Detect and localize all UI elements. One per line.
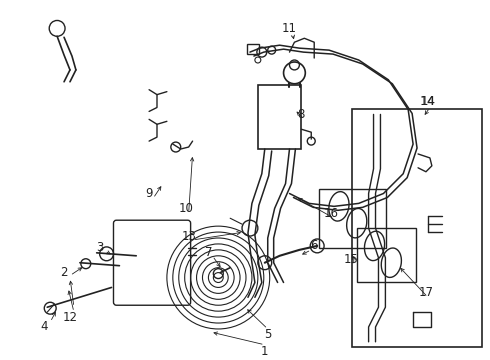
Text: 4: 4	[41, 320, 48, 333]
Text: 12: 12	[63, 311, 77, 324]
Text: 9: 9	[146, 187, 153, 200]
Text: 17: 17	[418, 286, 434, 299]
Bar	[319, 189, 387, 248]
Text: 2: 2	[60, 266, 68, 279]
Text: 3: 3	[96, 242, 103, 255]
Text: 15: 15	[343, 253, 358, 266]
Bar	[247, 44, 259, 54]
Text: 1: 1	[261, 345, 269, 358]
Bar	[352, 109, 482, 347]
Text: 10: 10	[178, 202, 193, 215]
Text: 14: 14	[420, 95, 436, 108]
Text: 7: 7	[205, 246, 212, 259]
Text: 5: 5	[264, 328, 271, 341]
Text: 13: 13	[181, 230, 196, 243]
Text: 16: 16	[323, 207, 339, 220]
Text: 8: 8	[297, 108, 305, 121]
Text: 11: 11	[282, 22, 297, 35]
Text: 14: 14	[420, 95, 436, 108]
Text: 6: 6	[311, 239, 318, 252]
Bar	[258, 85, 301, 149]
Bar	[357, 228, 416, 283]
